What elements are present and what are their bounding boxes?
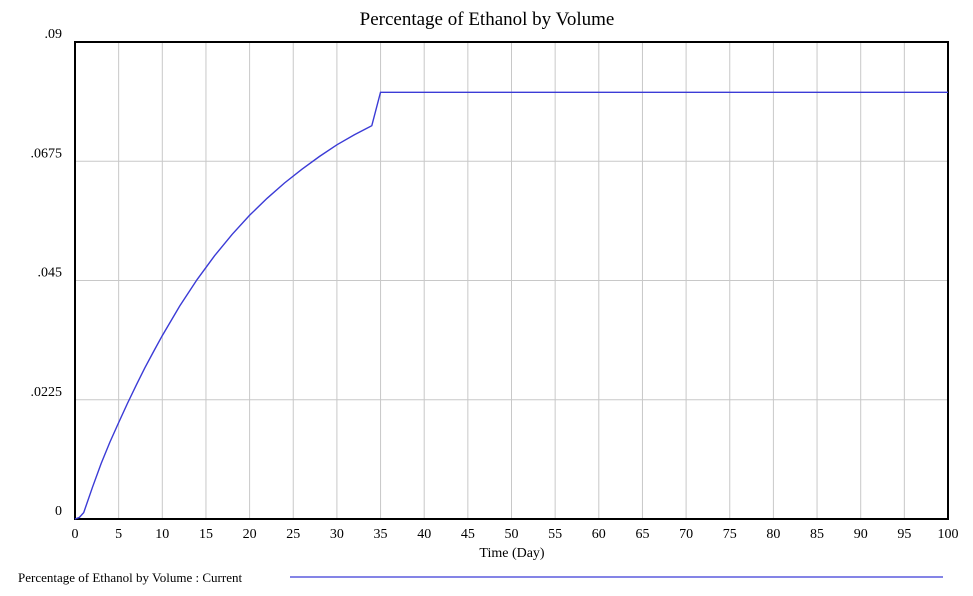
x-tick-label: 100: [938, 527, 959, 542]
y-tick-label: .045: [38, 266, 63, 281]
x-axis-label: Time (Day): [479, 546, 545, 561]
y-tick-labels: 0 .0225 .045 .0675 .09: [31, 27, 63, 519]
x-tick-label: 95: [897, 527, 911, 542]
legend: Percentage of Ethanol by Volume : Curren…: [18, 570, 943, 585]
series-line: [74, 91, 948, 520]
x-tick-label: 85: [810, 527, 824, 542]
x-tick-label: 55: [548, 527, 562, 542]
y-tick-label: .09: [45, 27, 63, 42]
x-tick-label: 40: [417, 527, 431, 542]
y-tick-label: .0225: [31, 385, 63, 400]
x-tick-label: 60: [592, 527, 606, 542]
x-tick-label: 10: [155, 527, 169, 542]
x-tick-label: 35: [374, 527, 388, 542]
x-tick-label: 25: [286, 527, 300, 542]
x-tick-label: 45: [461, 527, 475, 542]
x-tick-label: 50: [505, 527, 519, 542]
x-tick-label: 75: [723, 527, 737, 542]
x-tick-label: 90: [854, 527, 868, 542]
chart-title: Percentage of Ethanol by Volume: [360, 9, 615, 30]
grid-layer: [74, 41, 949, 520]
x-tick-label: 70: [679, 527, 693, 542]
x-tick-label: 15: [199, 527, 213, 542]
plot-frame: [74, 41, 949, 520]
y-tick-label: 0: [55, 504, 62, 519]
x-tick-label: 0: [72, 527, 79, 542]
x-tick-label: 20: [243, 527, 257, 542]
series-layer: [74, 91, 948, 520]
x-tick-labels: 0 5 10 15 20 25 30 35 40 45 50 55 60 65 70 75 80 85 90 95 10…: [72, 527, 959, 542]
x-tick-label: 80: [766, 527, 780, 542]
y-tick-label: .0675: [31, 146, 63, 161]
x-tick-label: 30: [330, 527, 344, 542]
x-tick-label: 5: [115, 527, 122, 542]
legend-label: Percentage of Ethanol by Volume : Curren…: [18, 570, 242, 585]
x-tick-label: 65: [635, 527, 649, 542]
